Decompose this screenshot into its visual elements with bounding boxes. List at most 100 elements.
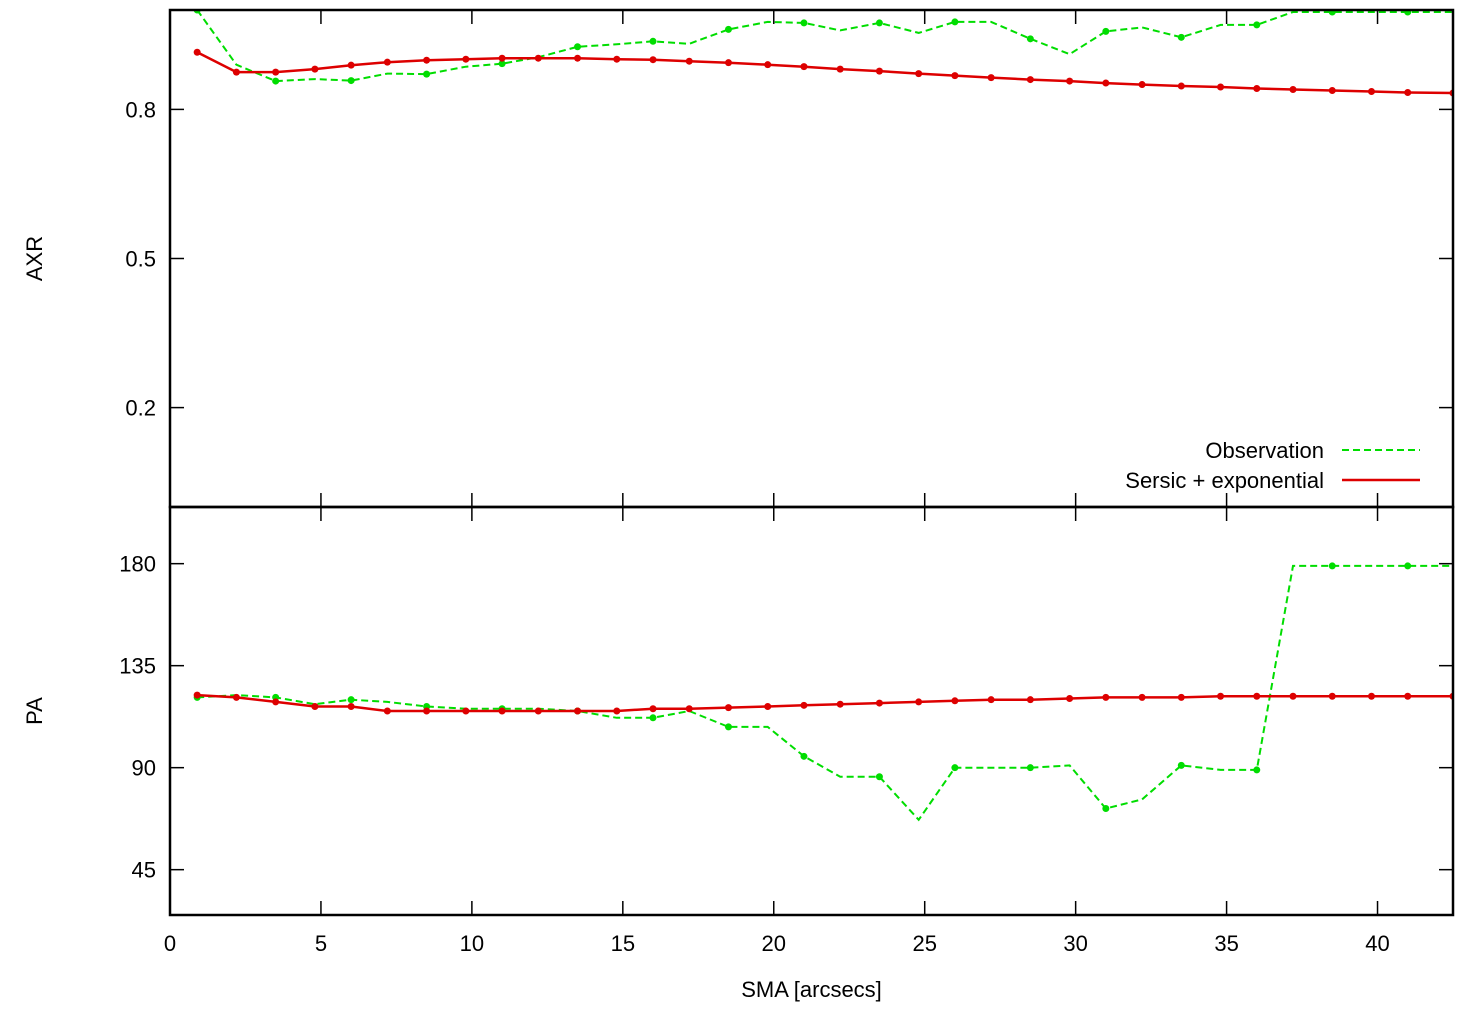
data-point [498,54,506,62]
data-point [724,723,732,731]
data-point [1217,692,1225,700]
data-point [800,701,808,709]
data-point [1026,764,1034,772]
data-point [685,57,693,65]
data-point [423,70,431,78]
data-point [574,43,582,51]
data-point [836,65,844,73]
data-point [383,58,391,66]
data-point [1102,693,1110,701]
legend: Observation Sersic + exponential [1125,438,1420,493]
plot-frame [168,505,1455,917]
data-point [272,698,280,706]
x-tick-label: 10 [460,931,484,956]
data-point [1026,35,1034,43]
data-point [193,691,201,699]
data-point [1217,83,1225,91]
x-tick-label: 5 [315,931,327,956]
data-point [951,764,959,772]
data-point [1177,33,1185,41]
data-point [1367,692,1375,700]
x-tick-label: 20 [762,931,786,956]
data-point [1253,766,1261,774]
data-point [1289,86,1297,94]
data-point [836,700,844,708]
data-point [574,707,582,715]
data-point [423,707,431,715]
x-tick-label: 35 [1214,931,1238,956]
data-point [613,55,621,63]
y-tick-label: 45 [132,858,156,883]
data-point [232,693,240,701]
data-point [1026,76,1034,84]
data-point [875,19,883,27]
data-point [800,19,808,27]
data-point [1066,695,1074,703]
series-observation [193,10,1453,85]
series-line [196,51,1453,95]
data-point [1253,692,1261,700]
data-point [764,702,772,710]
data-point [423,56,431,64]
data-point [875,699,883,707]
data-point [1102,79,1110,87]
data-point [951,72,959,80]
data-point [1404,89,1412,97]
data-point [347,61,355,69]
legend-label: Observation [1205,438,1324,463]
data-point [574,54,582,62]
data-point [1138,693,1146,701]
data-point [685,705,693,713]
data-point [951,697,959,705]
data-point [311,702,319,710]
data-point [534,54,542,62]
y-tick-label: 0.2 [125,396,156,421]
data-point [1328,87,1336,95]
data-point [1177,761,1185,769]
y-axis-label: PA [22,697,47,725]
data-point [987,696,995,704]
data-point [613,707,621,715]
data-point [1404,10,1412,16]
data-point [1138,81,1146,89]
data-point [347,77,355,85]
data-point [1367,88,1375,96]
y-axis-label: AXR [22,236,47,281]
data-point [232,68,240,76]
data-point [1328,562,1336,570]
data-point [311,65,319,73]
data-point [193,48,201,56]
data-point [800,63,808,71]
data-point [1404,692,1412,700]
data-point [915,698,923,706]
data-point [649,705,657,713]
series-line [197,564,1453,822]
data-point [649,37,657,45]
data-point [1102,804,1110,812]
data-point [1026,696,1034,704]
data-point [1177,82,1185,90]
data-point [462,707,470,715]
data-point [1066,77,1074,85]
plot-frame [168,8,1455,509]
data-point [915,70,923,78]
series-model [193,48,1453,97]
data-point [951,18,959,26]
data-point [347,696,355,704]
data-point [764,61,772,69]
data-point [272,68,280,76]
data-point [1289,692,1297,700]
data-point [498,60,506,68]
y-tick-label: 0.8 [125,97,156,122]
legend-label: Sersic + exponential [1125,468,1324,493]
data-point [1253,21,1261,29]
data-point [800,752,808,760]
data-point [462,55,470,63]
data-point [347,702,355,710]
data-point [1177,693,1185,701]
data-point [534,707,542,715]
data-point [1328,692,1336,700]
data-point [1102,27,1110,35]
data-point [1328,10,1336,16]
